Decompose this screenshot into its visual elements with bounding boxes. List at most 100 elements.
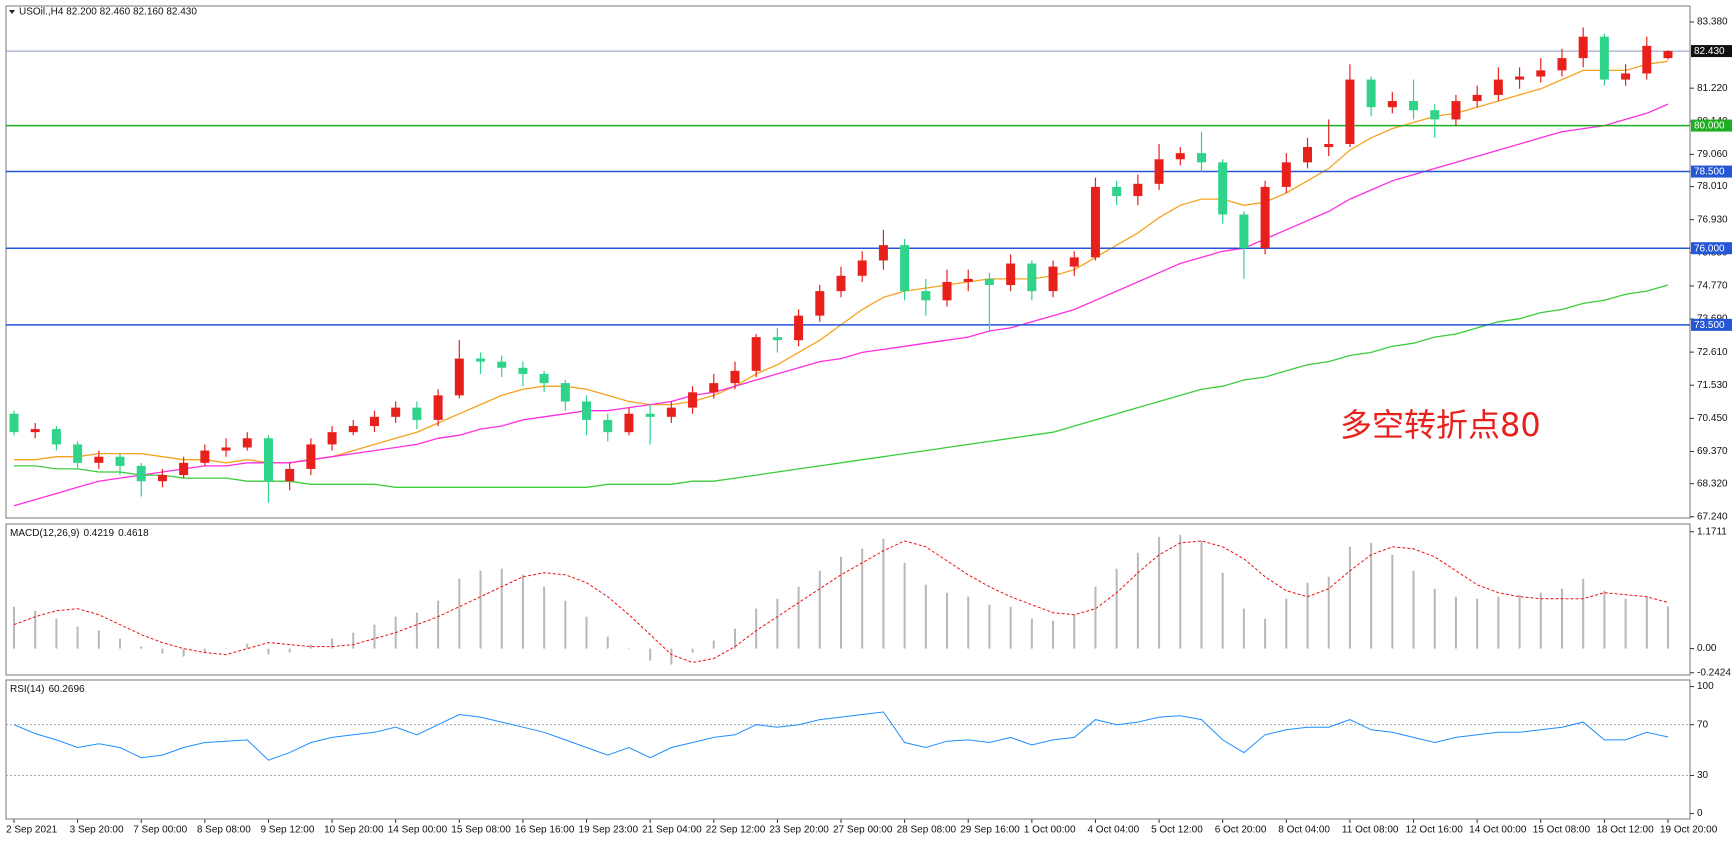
histogram-bar [543, 586, 546, 649]
candle-body [179, 462, 189, 476]
candle-body [1196, 153, 1206, 163]
x-tick-label: 15 Sep 08:00 [451, 825, 511, 836]
candle-body [73, 444, 83, 463]
y-tick-label: -0.2424 [1697, 667, 1731, 678]
histogram-bar [1645, 596, 1648, 649]
candle-body [200, 450, 210, 463]
y-tick-label: 78.010 [1697, 181, 1728, 192]
histogram-bar [1433, 588, 1436, 649]
candle-body [794, 315, 804, 341]
histogram-bar [288, 648, 291, 653]
y-tick-label: 79.060 [1697, 149, 1728, 160]
y-tick-label: 0.00 [1697, 643, 1717, 654]
candle-body [1175, 153, 1185, 160]
candle-body [539, 373, 549, 384]
histogram-bar [861, 548, 864, 649]
x-tick-label: 8 Oct 04:00 [1278, 825, 1330, 836]
histogram-bar [331, 638, 334, 649]
histogram-bar [76, 626, 79, 649]
candle-body [603, 419, 613, 433]
histogram-bar [967, 596, 970, 649]
candle-body [1281, 162, 1291, 187]
histogram-bar [161, 648, 164, 654]
candle-body [751, 337, 761, 371]
candle-body [963, 278, 973, 282]
candle-body [1154, 159, 1164, 184]
y-tick-label: 0 [1697, 808, 1703, 819]
histogram-bar [1073, 614, 1076, 649]
histogram-bar [119, 638, 122, 649]
histogram-bar [882, 538, 885, 649]
candle-body [666, 407, 676, 417]
candle-body [327, 432, 337, 445]
histogram-bar [946, 592, 949, 649]
y-tick-label: 76.930 [1697, 214, 1728, 225]
panel-value: 60.2696 [48, 684, 85, 695]
x-tick-label: 9 Sep 12:00 [260, 825, 314, 836]
histogram-bar [1454, 596, 1457, 649]
candle-body [1345, 79, 1355, 144]
histogram-bar [352, 632, 355, 649]
x-tick-label: 27 Sep 00:00 [833, 825, 893, 836]
histogram-bar [1560, 588, 1563, 649]
candle-body [624, 413, 634, 433]
histogram-bar [1136, 552, 1139, 649]
histogram-bar [776, 598, 779, 649]
histogram-bar [458, 578, 461, 649]
y-tick-label: 68.320 [1697, 478, 1728, 489]
histogram-bar [1624, 598, 1627, 649]
candle-body [518, 367, 528, 374]
histogram-bar [500, 568, 503, 649]
histogram-bar [988, 604, 991, 649]
annotation: 多空转折点80 [1340, 406, 1541, 444]
candle-body [582, 401, 592, 420]
histogram-bar [140, 646, 143, 649]
histogram-bar [1497, 596, 1500, 649]
histogram-bar [840, 556, 842, 649]
last-price-box [1691, 45, 1732, 58]
x-tick-label: 6 Oct 20:00 [1215, 825, 1267, 836]
histogram-bar [627, 648, 630, 650]
candle-body [454, 358, 464, 396]
x-tick-label: 28 Sep 08:00 [897, 825, 957, 836]
candle-body [836, 275, 846, 292]
candle-body [1451, 101, 1461, 120]
histogram-bar [415, 612, 418, 649]
histogram-bar [1115, 568, 1118, 649]
candle-body [221, 447, 231, 451]
candle-body [1218, 162, 1228, 215]
x-tick-label: 10 Sep 20:00 [324, 825, 384, 836]
candle-body [1515, 76, 1525, 80]
histogram-bar [1030, 618, 1033, 649]
candle-body [1599, 36, 1609, 80]
histogram-bar [1603, 590, 1606, 649]
candle-body [1112, 186, 1122, 197]
histogram-bar [225, 648, 228, 650]
histogram-bar [246, 643, 249, 649]
candle-body [560, 383, 570, 402]
histogram-bar [373, 624, 376, 649]
histogram-bar [1518, 594, 1521, 649]
candle-body [1090, 186, 1100, 258]
candle-body [1069, 257, 1079, 267]
panel-value: 0.4618 [118, 528, 149, 539]
histogram-bar [97, 630, 100, 649]
x-tick-label: 2 Sep 2021 [6, 825, 58, 836]
histogram-bar [1200, 540, 1203, 649]
histogram-bar [606, 636, 609, 649]
histogram-bar [712, 640, 715, 649]
candle-body [1642, 45, 1652, 74]
histogram-bar [1179, 534, 1182, 649]
panel-frame [5, 523, 1691, 676]
candle-body [1536, 70, 1546, 77]
candle-body [1557, 58, 1567, 71]
indicator-line [13, 103, 1669, 507]
indicator-line [13, 711, 1669, 761]
histogram-bar [1391, 554, 1394, 649]
candle-body [369, 416, 379, 427]
candle-body [497, 361, 507, 368]
histogram-bar [1539, 592, 1542, 649]
histogram-bar [1094, 586, 1097, 649]
y-tick-label: 67.240 [1697, 511, 1728, 522]
